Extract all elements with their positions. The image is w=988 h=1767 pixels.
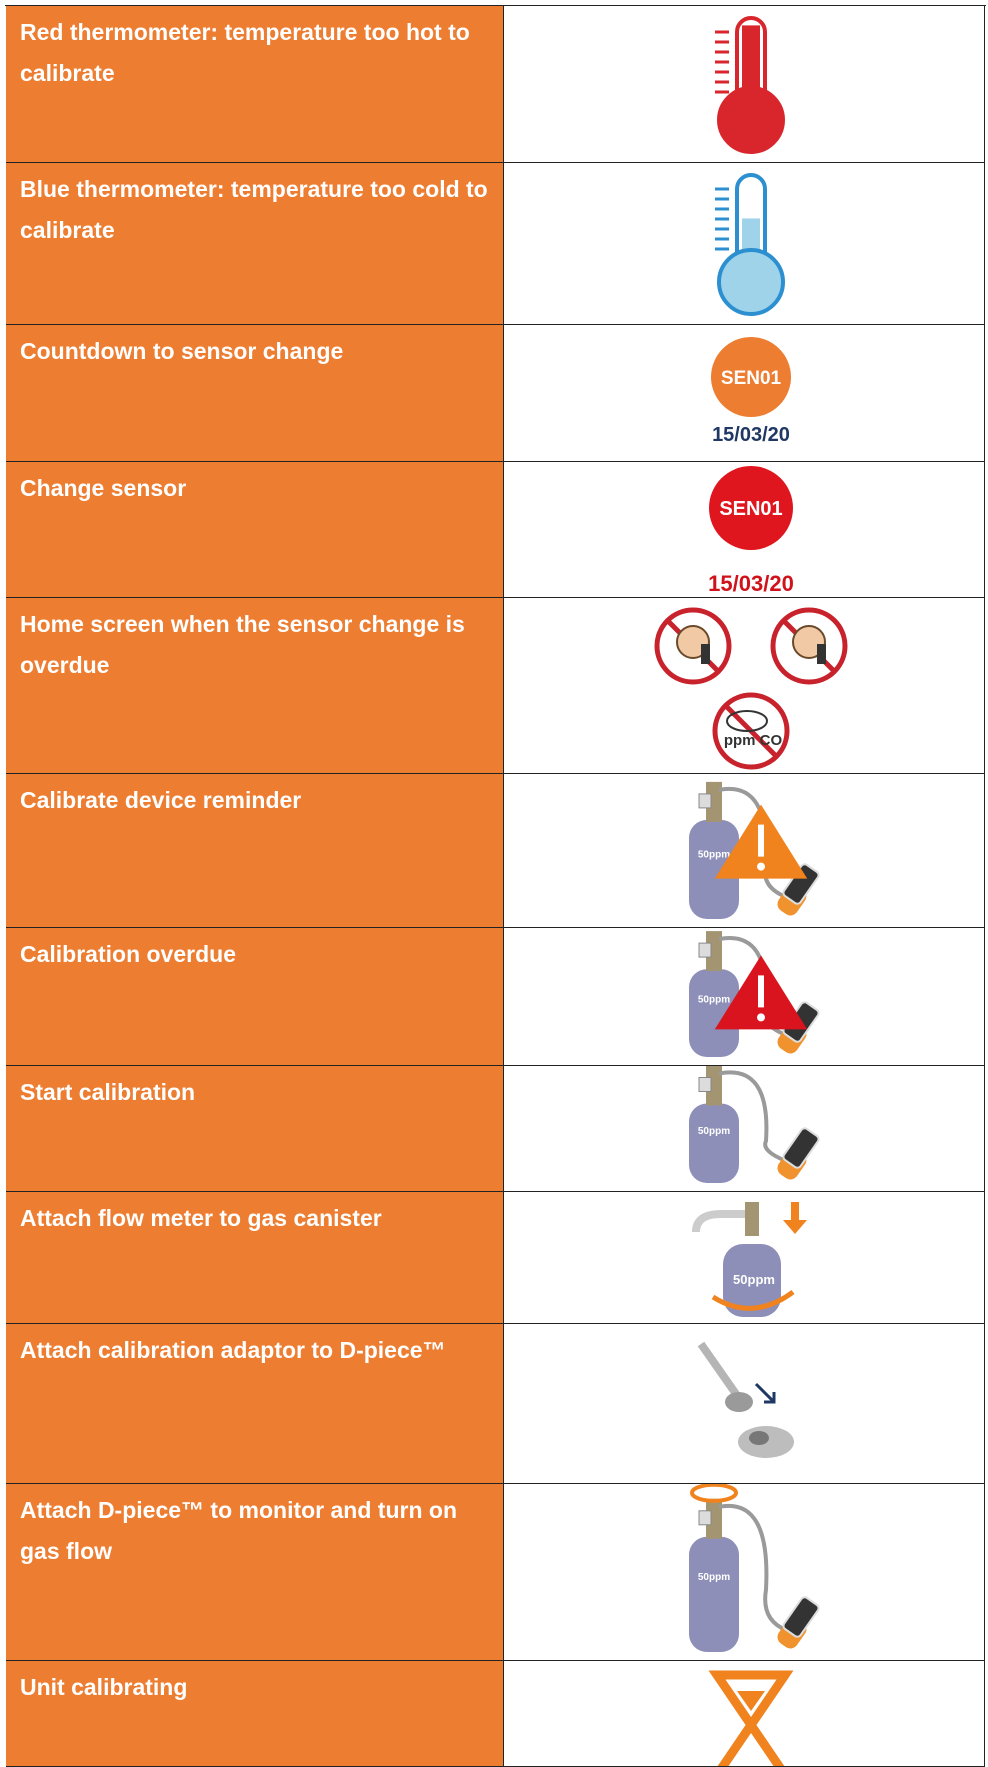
co-cloud: [726, 710, 768, 732]
canister-body: [689, 1103, 739, 1183]
hourglass: [708, 1670, 794, 1766]
row-icon: 50ppm: [692, 1202, 807, 1317]
row-label: Unit calibrating: [6, 1661, 503, 1767]
down-arrow: [783, 1202, 807, 1234]
warning-mark: [758, 975, 764, 1008]
d-piece-hole: [749, 1431, 769, 1445]
row-label: Home screen when the sensor change is ov…: [6, 598, 503, 774]
canister-body: [689, 1536, 739, 1652]
canister-valve: [706, 1498, 722, 1539]
row-icon-cell: [503, 1661, 985, 1767]
canister-valve: [706, 1066, 722, 1106]
rotate-arrow: [711, 1289, 795, 1311]
hose: [718, 1503, 787, 1632]
row-icon-cell: SEN01 15/03/20: [503, 325, 985, 462]
row-icon-cell: 50ppm: [503, 774, 985, 928]
sensor-badge: [711, 337, 791, 417]
flow-meter: [745, 1202, 759, 1236]
row-icon-cell: 50ppm: [503, 1484, 985, 1661]
row-label: Change sensor: [6, 462, 503, 598]
canister-body: [723, 1244, 781, 1317]
thermometer-bulb: [717, 248, 785, 316]
row-icon: [715, 173, 785, 316]
canister-gauge: [698, 1510, 712, 1526]
sensor-date: 15/03/20: [712, 424, 790, 446]
row-label: Attach flow meter to gas canister: [6, 1192, 503, 1324]
adaptor-tube: [697, 1341, 740, 1397]
row-icon-cell: SEN01 15/03/20: [503, 462, 985, 598]
monitor: [782, 1596, 820, 1638]
sensor-date: 15/03/20: [708, 571, 794, 596]
flow-meter-pipe: [692, 1210, 756, 1233]
row-label: Attach D-piece™ to monitor and turn on g…: [6, 1484, 503, 1661]
arrow: [754, 1382, 776, 1404]
row-icon: [715, 16, 785, 154]
turn-arrow: [690, 1484, 738, 1503]
row-icon-cell: [503, 1324, 985, 1484]
row-icon: ppm CO: [654, 607, 848, 770]
canister-gauge: [698, 942, 712, 958]
row-icon-cell: 50ppm: [503, 1066, 985, 1192]
canister-valve: [706, 931, 722, 972]
row-label: Blue thermometer: temperature too cold t…: [6, 163, 503, 325]
sensor-badge: [709, 466, 793, 550]
hourglass-sand: [737, 1691, 765, 1711]
canister-gauge: [698, 1077, 712, 1092]
row-label: Countdown to sensor change: [6, 325, 503, 462]
warning-dot: [757, 862, 765, 871]
row-label: Calibration overdue: [6, 928, 503, 1066]
device-in-hand: [817, 644, 826, 664]
canister-label: 50ppm: [698, 1126, 730, 1137]
row-icon: [708, 1670, 794, 1766]
row-icon: SEN01 15/03/20: [711, 337, 791, 446]
canister-body: [689, 819, 739, 919]
canister-gauge: [698, 793, 712, 809]
device-in-hand: [701, 644, 710, 664]
canister-label: 50ppm: [698, 995, 730, 1006]
sensor-code: SEN01: [719, 498, 782, 520]
row-icon-cell: [503, 6, 985, 163]
co-label: ppm CO: [724, 732, 783, 749]
sensor-code: SEN01: [721, 368, 782, 389]
row-icon: 50ppm: [689, 781, 820, 919]
row-icon-cell: 50ppm: [503, 928, 985, 1066]
row-icon: 50ppm: [689, 1066, 820, 1183]
hose: [718, 1070, 787, 1163]
row-icon-cell: 50ppm: [503, 1192, 985, 1324]
canister-body: [689, 969, 739, 1057]
adaptor-tip: [725, 1392, 753, 1412]
warning-mark: [758, 824, 764, 857]
canister-label: 50ppm: [733, 1272, 775, 1287]
row-icon: [697, 1341, 794, 1458]
row-label: Calibrate device reminder: [6, 774, 503, 928]
canister-label: 50ppm: [698, 1572, 730, 1583]
row-label: Start calibration: [6, 1066, 503, 1192]
thermometer-bulb: [717, 86, 785, 154]
row-icon-cell: [503, 163, 985, 325]
row-label: Attach calibration adaptor to D-piece™: [6, 1324, 503, 1484]
row-label: Red thermometer: temperature too hot to …: [6, 6, 503, 163]
canister-label: 50ppm: [698, 849, 730, 860]
row-icon: 50ppm: [689, 1484, 820, 1652]
row-icon-cell: ppm CO: [503, 598, 985, 774]
row-icon: 50ppm: [689, 931, 820, 1057]
warning-dot: [757, 1013, 765, 1022]
row-icon: SEN01 15/03/20: [708, 466, 794, 596]
monitor: [782, 1127, 820, 1169]
table-top-border: [5, 5, 986, 6]
canister-valve: [706, 781, 722, 822]
